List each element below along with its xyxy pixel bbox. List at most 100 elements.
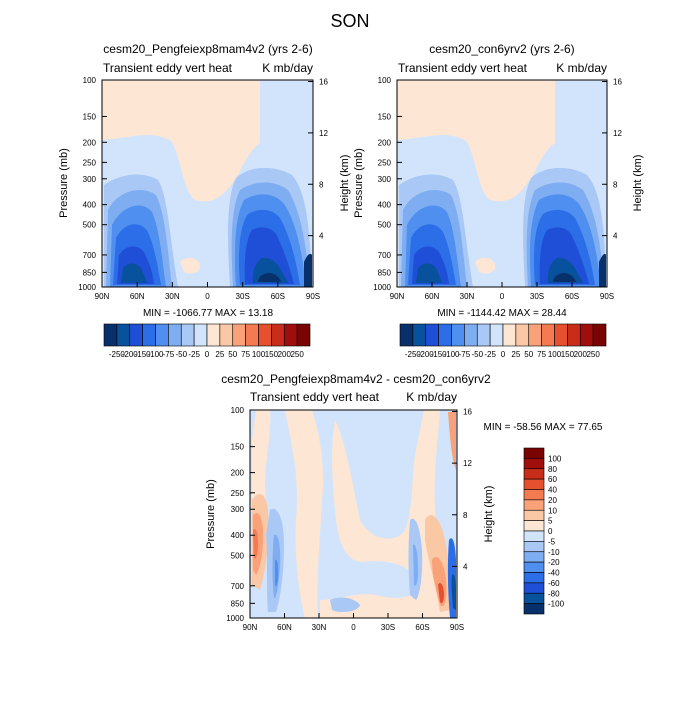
panel-2-level-5 [412, 227, 589, 284]
panel-2-colorbar: -250-200-150-100 -75 -50 -25 0 25 50 75 100 150 20… [399, 323, 607, 359]
colorbar-label: 200 [574, 350, 588, 359]
panel-3-red-left-2 [253, 513, 264, 575]
panel-1-latitude-ticks: 90N 60N 30N 0 30S 60S 90S [95, 282, 320, 301]
panel-3-right-label: K mb/day [406, 390, 457, 404]
colorbar-label: -250 [109, 350, 126, 359]
colorbar-label: 250 [586, 350, 600, 359]
height-tick-label: 4 [613, 232, 618, 241]
colorbar-label: -80 [548, 589, 560, 598]
colorbar-label: 75 [241, 350, 250, 359]
colorbar-label: 100 [252, 350, 266, 359]
colorbar-label: 150 [561, 350, 575, 359]
panel-2-level-7 [553, 253, 606, 287]
latitude-tick-label: 30N [460, 292, 475, 301]
colorbar-label: -60 [548, 579, 560, 588]
pressure-tick-label: 150 [378, 112, 392, 121]
pressure-tick-label: 200 [378, 138, 392, 147]
colorbar-swatch [245, 323, 259, 347]
colorbar-label: 0 [501, 350, 506, 359]
panel-1-height-ticks: 16 12 8 4 [308, 78, 328, 241]
pressure-tick-label: 150 [231, 443, 245, 452]
colorbar-label: 100 [548, 454, 562, 463]
panel-1-title: cesm20_Pengfeiexp8mam4v2 (yrs 2-6) [103, 42, 312, 56]
pressure-tick-label: 250 [83, 158, 97, 167]
colorbar-swatch [523, 603, 545, 615]
panel-3-salmon-region-2 [285, 410, 324, 618]
colorbar-label: 150 [265, 350, 279, 359]
height-tick-label: 12 [613, 129, 622, 138]
panel-1-right-label: K mb/day [262, 61, 313, 75]
height-tick-label: 12 [319, 129, 328, 138]
panel-2-height-ticks: 16 12 8 4 [602, 78, 622, 241]
panel-3-blue-right-2 [413, 544, 418, 586]
panel-1-y-axis-label: Pressure (mb) [58, 148, 70, 218]
colorbar-swatch [523, 499, 545, 511]
colorbar-swatch [258, 323, 272, 347]
pressure-tick-label: 200 [83, 138, 97, 147]
height-tick-label: 16 [319, 78, 328, 87]
colorbar-swatch [155, 323, 169, 347]
colorbar-label: 0 [548, 527, 553, 536]
height-tick-label: 8 [463, 511, 468, 520]
panel-3-pressure-ticks: 100 150 200 250 300 400 500 700 850 1000 [226, 406, 255, 623]
latitude-tick-label: 60N [130, 292, 145, 301]
latitude-tick-label: 30N [312, 623, 327, 632]
colorbar-label: -40 [548, 569, 560, 578]
latitude-tick-label: 0 [500, 292, 505, 301]
colorbar-swatch [425, 323, 439, 347]
panel-3-red-right-3 [438, 583, 444, 604]
pressure-tick-label: 500 [378, 221, 392, 230]
panel-1-upper-blue-band [260, 80, 313, 150]
latitude-tick-label: 0 [351, 623, 356, 632]
panel-3-left-label: Transient eddy vert heat [250, 390, 380, 404]
colorbar-label: -75 [163, 350, 175, 359]
latitude-tick-label: 60S [271, 292, 285, 301]
colorbar-swatch [541, 323, 555, 347]
panel-3-plot-area: 100 150 200 250 300 400 500 700 850 1000 16 12 8 4 9… [226, 406, 472, 632]
colorbar-label: 60 [548, 475, 557, 484]
panel-3-stats: MIN = -58.56 MAX = 77.65 [484, 422, 603, 433]
latitude-tick-label: 30S [530, 292, 544, 301]
panel-2-y2-axis-label: Height (km) [632, 155, 644, 212]
panel-2-upper-blue-band [555, 80, 607, 150]
colorbar-label: -50 [471, 350, 483, 359]
colorbar-label: 250 [290, 350, 304, 359]
pressure-tick-label: 300 [378, 175, 392, 184]
colorbar-swatch [523, 541, 545, 553]
latitude-tick-label: 90S [306, 292, 320, 301]
colorbar-swatch [523, 489, 545, 501]
colorbar-label: 75 [537, 350, 546, 359]
colorbar-swatch [523, 478, 545, 490]
pressure-tick-label: 500 [83, 221, 97, 230]
panel-3: cesm20_Pengfeiexp8mam4v2 - cesm20_con6yr… [205, 372, 603, 632]
colorbar-swatch [103, 323, 118, 347]
colorbar-swatch [567, 323, 581, 347]
latitude-tick-label: 0 [205, 292, 210, 301]
panel-2-title: cesm20_con6yrv2 (yrs 2-6) [429, 42, 574, 56]
colorbar-label: 25 [215, 350, 224, 359]
latitude-tick-label: 30N [165, 292, 180, 301]
colorbar-label: 0 [205, 350, 210, 359]
colorbar-swatch [116, 323, 131, 347]
colorbar-swatch [451, 323, 465, 347]
panel-3-blue-left-3 [275, 559, 279, 587]
latitude-tick-label: 30S [236, 292, 250, 301]
colorbar-swatch [523, 530, 545, 542]
panel-2-right-label: K mb/day [556, 61, 607, 75]
panel-3-red-left-3 [253, 529, 258, 559]
colorbar-swatch [438, 323, 452, 347]
colorbar-swatch [399, 323, 414, 347]
panel-3-y2-axis-label: Height (km) [483, 486, 495, 543]
height-tick-label: 8 [613, 180, 618, 189]
colorbar-label: -100 [548, 600, 565, 609]
panel-1-plot-area: 100 150 200 250 300 400 500 700 850 1000 16 12 8 4 9… [78, 76, 328, 301]
pressure-tick-label: 850 [83, 268, 97, 277]
pressure-tick-label: 700 [231, 582, 245, 591]
colorbar-label: 100 [548, 350, 562, 359]
panel-2-salmon-patch [475, 257, 496, 274]
pressure-tick-label: 300 [231, 505, 245, 514]
colorbar-label: -150 [135, 350, 152, 359]
panel-1-left-label: Transient eddy vert heat [103, 61, 233, 75]
